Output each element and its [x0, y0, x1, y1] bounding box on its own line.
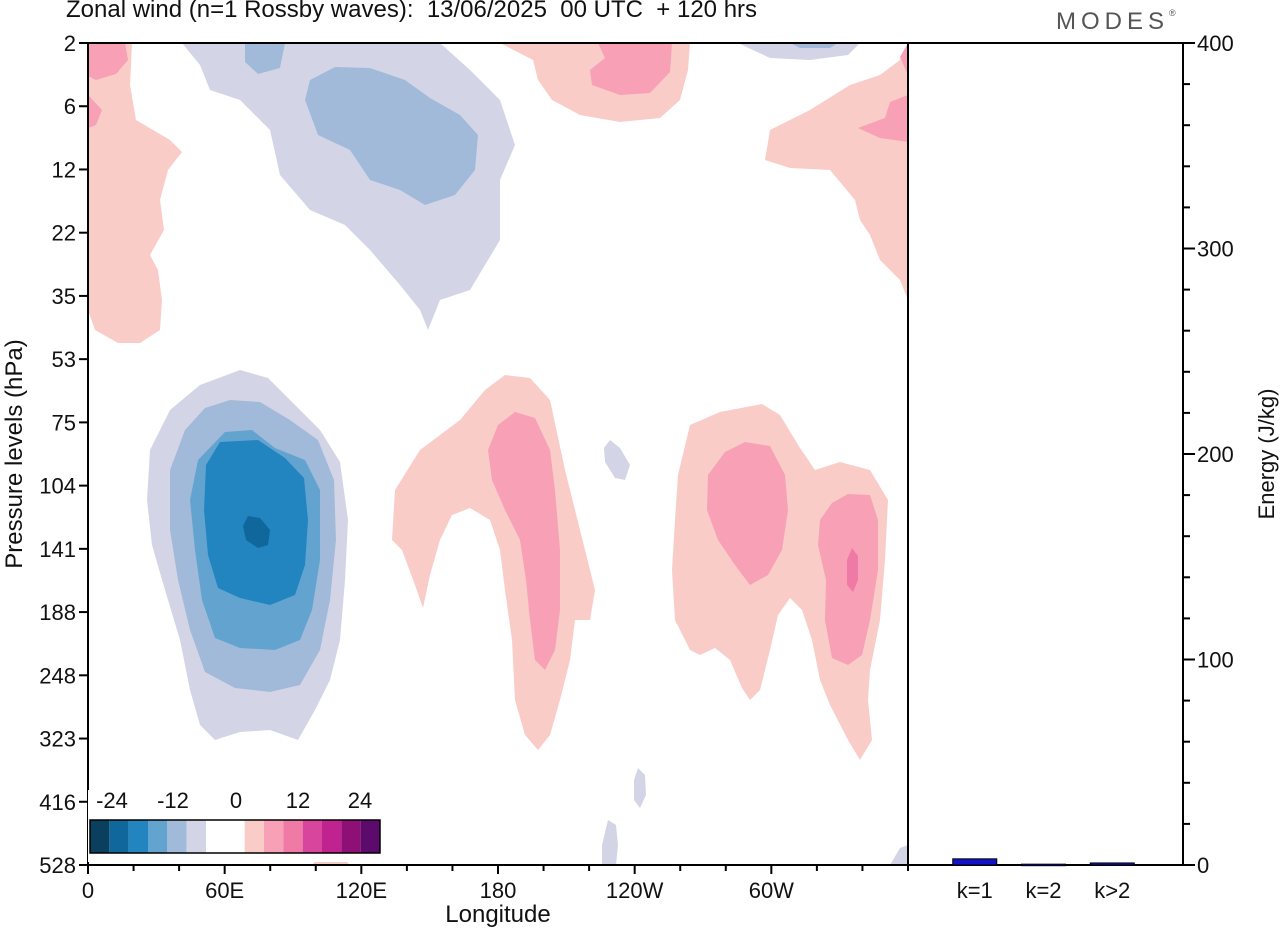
x-axis: 0 60E 120E 180 120W 60W [82, 865, 909, 903]
colorbar-tick-label: 12 [286, 788, 310, 813]
energy-tick-label: 300 [1197, 237, 1234, 262]
colorbar-swatch [283, 820, 303, 853]
contour-positive-right-edge-core2 [900, 43, 908, 75]
y-tick-label: 248 [39, 663, 76, 688]
colorbar-swatch [244, 820, 264, 853]
x-tick-label: 60E [205, 878, 244, 903]
contour-positive-lower-60w-mid [707, 442, 788, 585]
contour-positive-left-edge-core [88, 43, 128, 80]
colorbar-swatch [360, 820, 380, 853]
bar-category-label: k=1 [957, 878, 993, 903]
y-tick-label: 104 [39, 474, 76, 499]
y-axis-left: 2 6 12 22 35 53 75 104 141 188 248 323 416 528 [39, 31, 88, 878]
energy-bar [1021, 863, 1066, 867]
contour-negative-upper-right-core [790, 43, 838, 48]
contour-positive-upper-mid-core [590, 43, 672, 95]
chart-title: Zonal wind (n=1 Rossby waves): 13/06/202… [66, 0, 758, 23]
colorbar-swatch [225, 820, 245, 853]
modes-logo: MODES® [1056, 8, 1176, 36]
contour-positive-lower-180-mid [488, 412, 560, 670]
colorbar-tick-label: -24 [96, 788, 128, 813]
energy-tick-label: 400 [1197, 31, 1234, 56]
y-tick-label: 528 [39, 853, 76, 878]
logo-text: MODES [1056, 8, 1170, 35]
colorbar-border [89, 819, 381, 854]
bar-category-label: k>2 [1094, 878, 1130, 903]
x-tick-label: 180 [480, 878, 517, 903]
contour-positive-lower-60w-core [847, 548, 858, 592]
y-tick-label: 53 [52, 347, 76, 372]
y-tick-label: 2 [64, 31, 76, 56]
y-tick-label: 188 [39, 600, 76, 625]
y-tick-label: 12 [52, 157, 76, 182]
x-tick-label: 0 [82, 878, 94, 903]
contour-positive-right-edge [765, 43, 908, 300]
energy-bar [1089, 862, 1135, 866]
x-tick-label: 60W [749, 878, 794, 903]
colorbar-swatch [302, 820, 322, 853]
x-tick-label: 120W [606, 878, 664, 903]
contour-positive-left-edge-core2 [88, 95, 102, 128]
y-axis-title: Pressure levels (hPa) [1, 339, 28, 568]
colorbar-swatch [264, 820, 284, 853]
contour-negative-upper-mid [245, 43, 285, 74]
colorbar-swatch [322, 820, 342, 853]
energy-tick-label: 0 [1197, 853, 1209, 878]
colorbar-swatches [89, 819, 381, 854]
contour-negative-upper-mid2 [305, 67, 478, 205]
contour-positive-lower-180 [392, 375, 595, 750]
contour-negative-small-3 [602, 820, 618, 865]
y-tick-label: 323 [39, 727, 76, 752]
y-tick-label: 75 [52, 410, 76, 435]
contour-negative-lower-core [243, 516, 270, 548]
contour-positive-right-edge-core [858, 95, 908, 142]
colorbar: -24 -12 0 12 24 [88, 788, 385, 862]
y-axis-right: 0 100 200 300 400 [1183, 31, 1234, 878]
colorbar-tick-label: 0 [230, 788, 242, 813]
contour-positive-left-edge [88, 43, 182, 343]
energy-tick-label: 100 [1197, 648, 1234, 673]
colorbar-swatch [128, 820, 148, 853]
plot-frame-right [907, 42, 1184, 866]
colorbar-swatch [341, 820, 361, 853]
colorbar-swatch [148, 820, 168, 853]
colorbar-tick-label: -12 [157, 788, 189, 813]
colorbar-swatch [206, 820, 226, 853]
x-axis-right: k=1 k=2 k>2 [957, 878, 1131, 903]
colorbar-swatch [167, 820, 187, 853]
contour-field [88, 43, 908, 865]
bar-series [952, 858, 1135, 867]
colorbar-swatch [186, 820, 206, 853]
contour-negative-small-1 [604, 440, 630, 480]
y-tick-label: 6 [64, 94, 76, 119]
colorbar-tick-label: 24 [348, 788, 372, 813]
x-tick-label: 120E [336, 878, 387, 903]
y-tick-label: 22 [52, 221, 76, 246]
colorbar-swatch [90, 820, 110, 853]
contour-negative-small-2 [634, 768, 646, 808]
logo-registered-mark: ® [1169, 8, 1176, 18]
bar-category-label: k=2 [1025, 878, 1061, 903]
y-tick-label: 141 [39, 537, 76, 562]
contour-negative-small-4 [890, 845, 908, 865]
y-tick-label: 416 [39, 790, 76, 815]
x-axis-title: Longitude [445, 901, 550, 928]
colorbar-labels: -24 -12 0 12 24 [96, 788, 372, 813]
energy-bar [952, 858, 998, 866]
energy-tick-label: 200 [1197, 442, 1234, 467]
colorbar-swatch [109, 820, 129, 853]
y-tick-label: 35 [52, 284, 76, 309]
y-axis-right-title: Energy (J/kg) [1254, 389, 1279, 520]
